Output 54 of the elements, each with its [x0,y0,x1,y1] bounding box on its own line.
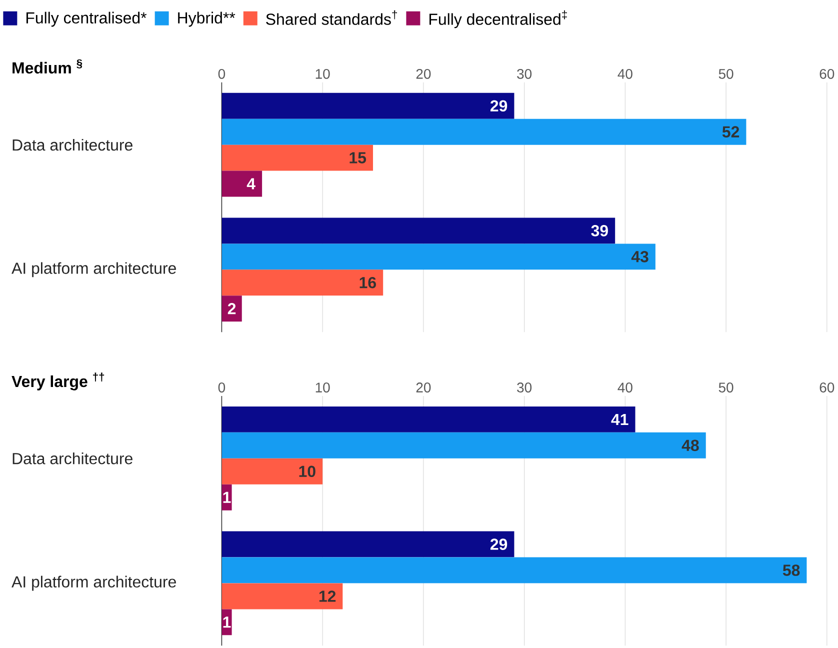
bar [222,218,616,244]
data-label: 15 [350,152,366,164]
x-tick-label: 60 [820,68,834,79]
bar [222,270,384,296]
data-label: 48 [682,440,699,452]
x-tick-label: 60 [820,382,834,392]
data-label: 4 [246,178,256,190]
x-tick-label: 30 [517,382,532,392]
bar [222,244,656,270]
data-label: 43 [631,250,648,262]
bar [222,118,746,145]
y-tick-label: AI platform architecture [12,262,176,278]
x-tick-label: 10 [316,382,330,392]
data-label: 58 [782,564,800,576]
x-tick-label: 0 [218,68,226,79]
text: Very large $^{††}$ [12,372,104,390]
data-label: 39 [591,224,608,236]
legend-label: Shared standards$^{†}$ [266,10,397,25]
x-tick-label: 40 [618,382,632,392]
legend-label: Fully decentralised$^{‡}$ [429,10,567,28]
legend-label: Hybrid** [178,12,236,27]
bar [222,583,343,610]
bar [222,531,514,558]
bar [222,557,807,584]
data-label: 41 [611,414,628,425]
x-tick-label: 20 [416,68,431,79]
bar [222,170,262,197]
x-tick-label: 40 [618,68,632,79]
data-label: 10 [299,466,316,477]
data-label: 16 [360,276,376,288]
x-tick-label: 30 [517,68,532,79]
bar [222,92,514,119]
data-label: 52 [722,126,740,138]
y-tick-label: AI platform architecture [12,576,176,591]
data-label: 1 [223,492,231,503]
bar [222,296,242,322]
data-label: 1 [223,616,231,628]
data-label: 29 [490,100,508,112]
bar [222,458,323,484]
x-tick-label: 50 [718,68,734,79]
x-tick-label: 0 [218,382,226,392]
y-tick-label: Data architecture [12,452,132,464]
bar [222,406,636,432]
bar [222,144,374,171]
x-tick-label: 50 [718,382,734,392]
text: Medium $^{§}$ [12,59,82,74]
x-tick-label: 10 [316,68,330,79]
data-label: 29 [490,538,508,550]
x-tick-label: 20 [416,382,431,392]
data-label: 2 [228,302,236,314]
bar [222,432,706,458]
y-tick-label: Data architecture [12,138,132,151]
legend-label: Fully centralised* [26,12,147,27]
data-label: 12 [319,590,336,602]
